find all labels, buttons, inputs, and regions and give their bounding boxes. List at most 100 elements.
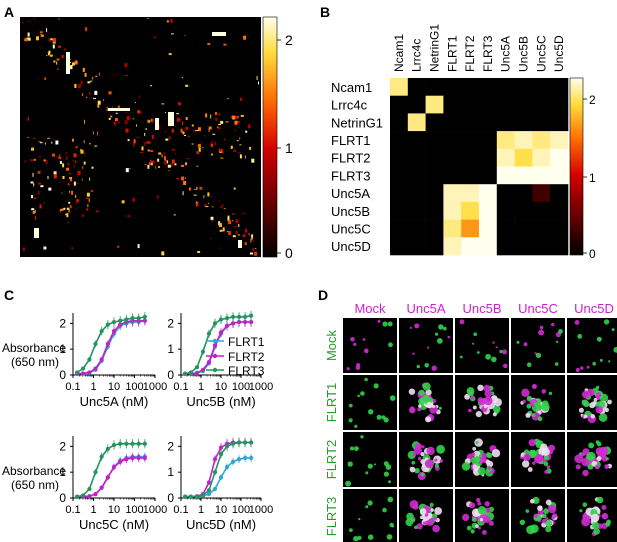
matrix-cell <box>73 181 76 186</box>
heatmap-cell <box>496 148 515 167</box>
data-point <box>230 459 236 464</box>
matrix-cell <box>183 181 187 185</box>
matrix-cell <box>205 206 209 208</box>
matrix-cell <box>77 85 81 87</box>
heatmap-row-label: NetrinG1 <box>331 115 383 130</box>
matrix-cell <box>44 77 47 80</box>
matrix-cell <box>164 156 166 161</box>
matrix-cell <box>222 149 225 154</box>
data-point <box>200 367 206 372</box>
data-point <box>236 440 242 445</box>
heatmap-cell <box>390 131 409 150</box>
data-point <box>194 365 200 370</box>
matrix-cell <box>185 117 188 120</box>
matrix-cell <box>204 204 207 207</box>
matrix-cell <box>37 171 41 174</box>
matrix-cell <box>153 36 156 39</box>
matrix-cell <box>231 213 235 215</box>
micrograph-row-label: FLRT3 <box>324 497 339 537</box>
matrix-cell <box>233 226 237 227</box>
data-point <box>249 313 254 318</box>
matrix-cell <box>239 137 241 140</box>
matrix-cell <box>39 31 43 34</box>
matrix-cell <box>217 127 221 130</box>
matrix-cell <box>33 137 35 139</box>
matrix-cell <box>157 158 160 162</box>
matrix-cell <box>212 206 214 208</box>
heatmap-cell <box>461 184 480 203</box>
matrix-cell <box>235 219 239 224</box>
ylabel-top-line2: (650 nm) <box>11 355 59 369</box>
matrix-cell <box>69 205 72 209</box>
data-point <box>224 316 230 321</box>
matrix-cell <box>201 147 204 148</box>
matrix-cell <box>86 192 90 197</box>
heatmap-cell <box>407 78 426 96</box>
matrix-cell <box>211 153 213 156</box>
matrix-cell <box>52 38 56 43</box>
matrix-cell <box>39 142 43 144</box>
matrix-cell <box>251 236 253 240</box>
heatmap-cell <box>461 78 480 96</box>
matrix-cell <box>24 38 28 42</box>
matrix-cell <box>136 124 137 127</box>
series-line <box>77 320 146 375</box>
matrix-cell <box>167 170 170 172</box>
matrix-cell <box>174 163 177 166</box>
matrix-cell <box>176 117 180 122</box>
data-point <box>130 455 135 461</box>
matrix-cell <box>90 80 93 82</box>
matrix-cell <box>37 190 40 195</box>
heatmap-cell <box>443 95 462 114</box>
matrix-cell <box>97 104 100 108</box>
heatmap-cell <box>407 184 426 203</box>
matrix-cell <box>139 95 141 100</box>
heatmap-cell <box>390 78 409 96</box>
matrix-cell <box>232 115 236 120</box>
matrix-cell <box>165 112 166 114</box>
matrix-cell <box>147 141 151 144</box>
data-point <box>118 318 123 323</box>
matrix-cell <box>97 131 99 136</box>
heatmap-cell <box>425 237 444 256</box>
matrix-cell <box>67 222 69 223</box>
heatmap-cell <box>514 219 533 238</box>
heatmap-cell <box>461 219 480 238</box>
heatmap-b-row-labels: Ncam1 Lrrc4c NetrinG1 FLRT1 FLRT2 FLRT3 Unc5A U… <box>331 80 383 254</box>
x-tick-label: 100 <box>125 504 143 516</box>
data-point <box>212 486 218 492</box>
matrix-cell <box>197 127 201 132</box>
matrix-cell <box>223 138 225 141</box>
heatmap-cell <box>496 131 515 150</box>
matrix-cell <box>92 76 94 80</box>
ylabel-bottom-line1: Absorbance <box>2 464 66 478</box>
matrix-cell <box>124 75 128 77</box>
data-point <box>236 319 242 325</box>
matrix-cell <box>221 204 225 206</box>
x-tick-label: 0.1 <box>173 381 188 393</box>
matrix-cell <box>27 20 31 22</box>
data-point <box>218 445 224 450</box>
matrix-cell <box>21 22 23 24</box>
matrix-cell <box>84 151 86 156</box>
matrix-cell <box>87 81 91 84</box>
colorbar-a <box>262 16 278 258</box>
matrix-cell <box>219 229 223 232</box>
matrix-cell <box>61 192 63 194</box>
matrix-cell <box>232 220 234 222</box>
matrix-cell <box>248 233 250 236</box>
heatmap-cell <box>550 131 569 150</box>
matrix-cell <box>57 68 59 70</box>
heatmap-cell <box>550 95 569 114</box>
matrix-cell <box>201 142 202 144</box>
matrix-cell <box>249 146 252 150</box>
heatmap-cell <box>496 78 515 96</box>
matrix-cell <box>205 113 208 118</box>
matrix-cell <box>211 141 214 146</box>
matrix-cell <box>251 158 255 163</box>
micrograph-tile <box>399 318 453 373</box>
matrix-cell <box>165 138 169 141</box>
matrix-cell <box>93 97 96 99</box>
heatmap-cell <box>390 95 409 114</box>
